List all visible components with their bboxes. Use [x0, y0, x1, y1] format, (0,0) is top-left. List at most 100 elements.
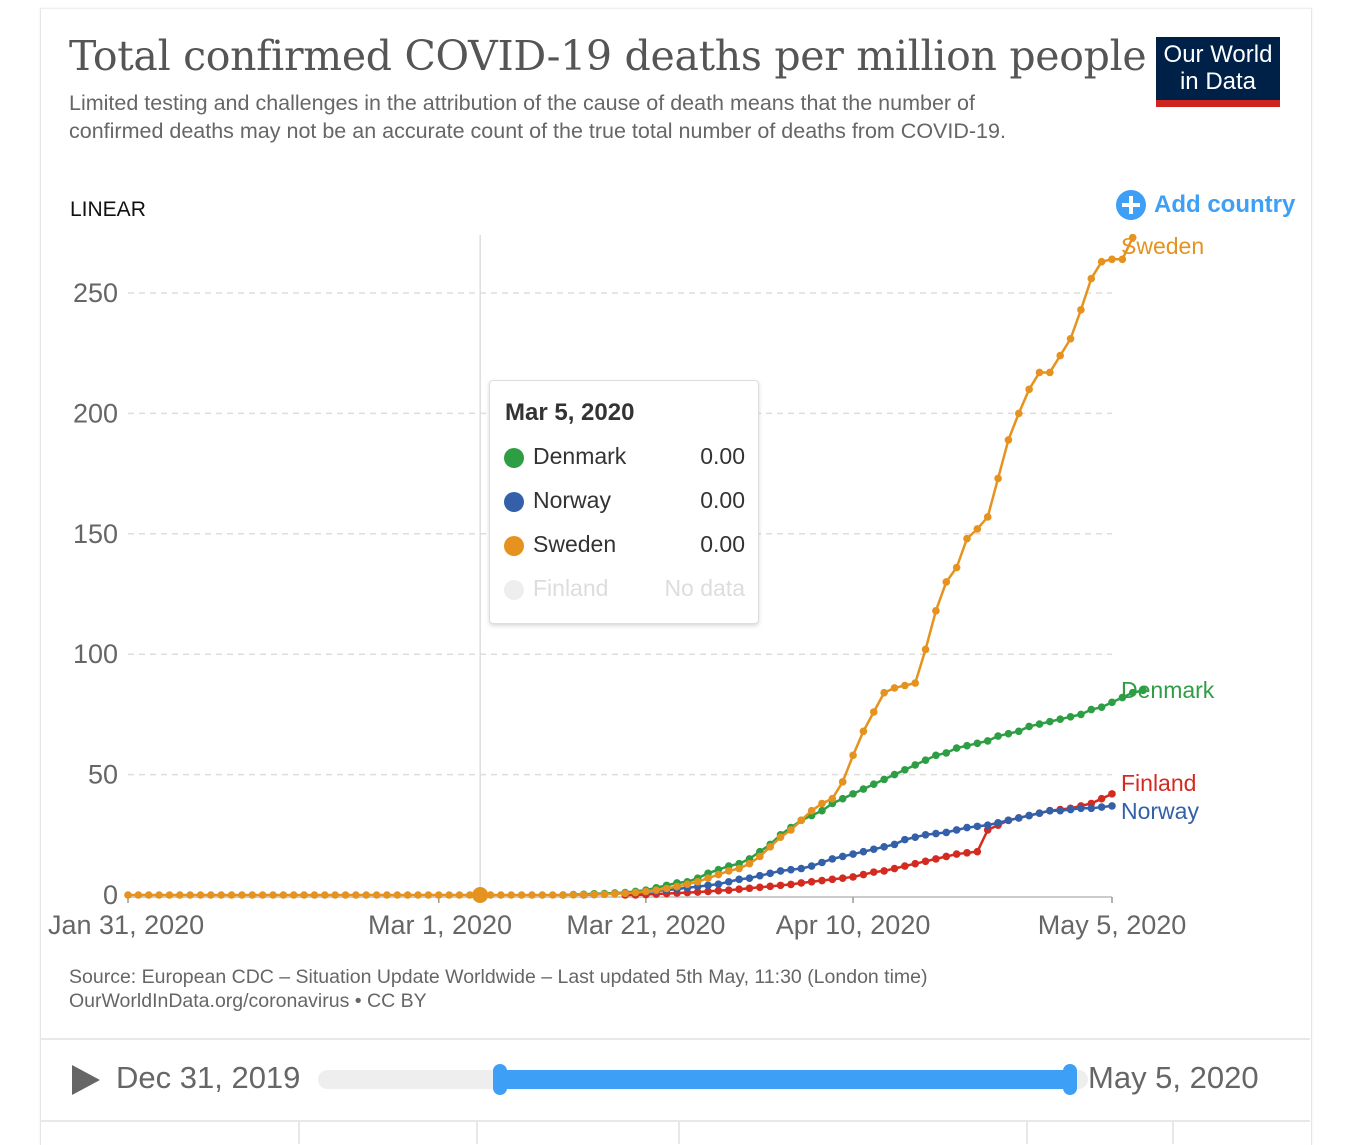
- data-point: [963, 849, 971, 857]
- data-point: [693, 877, 702, 886]
- data-point: [818, 876, 826, 885]
- data-point: [724, 867, 733, 875]
- tab-divider: [1026, 1120, 1028, 1144]
- add-country-label: Add country: [1154, 191, 1296, 218]
- data-point: [973, 739, 982, 748]
- data-point: [362, 891, 371, 899]
- data-point: [1097, 794, 1106, 803]
- data-point: [455, 891, 464, 899]
- data-point: [797, 879, 806, 887]
- plus-circle-icon: [1116, 190, 1146, 220]
- data-point: [383, 891, 391, 899]
- data-point: [196, 891, 205, 899]
- data-point: [818, 799, 826, 808]
- data-point: [1056, 806, 1065, 815]
- data-point: [963, 534, 971, 543]
- data-point: [1025, 811, 1033, 820]
- series-norway: [579, 802, 1116, 899]
- data-point: [849, 873, 857, 881]
- data-point: [859, 727, 868, 736]
- data-point: [828, 794, 837, 803]
- add-country-button[interactable]: Add country: [1116, 190, 1295, 220]
- data-point: [724, 886, 733, 894]
- series-line-norway: [583, 804, 1113, 897]
- data-point: [155, 891, 163, 899]
- data-point: [973, 525, 982, 533]
- x-tick-label: May 5, 2020: [1038, 910, 1187, 940]
- data-point: [310, 891, 319, 899]
- data-point: [745, 874, 754, 882]
- series-sweden: [124, 233, 1137, 899]
- play-icon[interactable]: [72, 1065, 100, 1095]
- data-point: [994, 818, 1002, 827]
- data-point: [735, 875, 743, 884]
- data-point: [1128, 688, 1137, 697]
- x-tick-label: Apr 10, 2020: [776, 910, 931, 940]
- data-point: [1035, 368, 1044, 377]
- data-point: [1118, 693, 1127, 702]
- data-point: [693, 888, 702, 896]
- data-point: [859, 847, 868, 856]
- data-point: [1097, 803, 1106, 811]
- data-point: [165, 891, 174, 899]
- data-point: [932, 829, 940, 838]
- tooltip-row-denmark: Denmark 0.00: [504, 443, 745, 473]
- tab-divider: [1172, 1120, 1174, 1144]
- timeline-end-handle[interactable]: [1063, 1064, 1077, 1095]
- data-point: [321, 891, 329, 899]
- data-point: [1066, 805, 1075, 814]
- chart-subtitle: Limited testing and challenges in the at…: [69, 91, 1006, 143]
- data-point: [548, 891, 557, 899]
- timeline-selected-range[interactable]: [500, 1070, 1070, 1089]
- timeline-slider: Dec 31, 2019 May 5, 2020: [40, 1038, 1310, 1122]
- data-point: [507, 891, 516, 899]
- data-point: [1014, 727, 1023, 736]
- timeline-start-handle[interactable]: [493, 1064, 507, 1095]
- data-point: [1087, 274, 1096, 283]
- hover-point: [472, 887, 489, 903]
- data-point: [890, 770, 899, 779]
- owid-logo[interactable]: Our World in Data: [1156, 37, 1280, 107]
- data-point: [890, 864, 899, 873]
- timeline-end-label: May 5, 2020: [1088, 1060, 1259, 1095]
- data-point: [414, 891, 422, 899]
- data-point: [1035, 809, 1044, 817]
- data-point: [869, 845, 878, 854]
- license-link[interactable]: OurWorldInData.org/coronavirus • CC BY: [69, 990, 427, 1012]
- x-tick-label: Mar 1, 2020: [368, 910, 512, 940]
- data-point: [579, 890, 588, 899]
- data-point: [227, 891, 236, 899]
- data-point: [528, 891, 536, 899]
- data-point: [983, 737, 992, 745]
- data-point: [745, 884, 754, 893]
- data-point: [766, 843, 774, 851]
- data-point: [932, 751, 940, 760]
- data-point: [662, 884, 671, 893]
- data-point: [890, 840, 899, 849]
- data-point: [1035, 720, 1044, 728]
- data-point: [921, 645, 930, 654]
- scale-toggle-linear[interactable]: LINEAR: [70, 198, 146, 221]
- data-point: [776, 881, 785, 890]
- data-point: [983, 513, 992, 521]
- tooltip-row-norway: Norway 0.00: [504, 487, 745, 517]
- data-point: [1087, 705, 1096, 714]
- tab-divider: [678, 1120, 680, 1144]
- data-point: [880, 867, 888, 875]
- data-point: [300, 891, 308, 899]
- data-point: [559, 891, 567, 899]
- data-point: [880, 688, 888, 697]
- data-point: [942, 828, 951, 837]
- data-point: [838, 794, 847, 803]
- data-point: [932, 607, 940, 615]
- data-point: [901, 835, 909, 844]
- data-point: [631, 888, 640, 897]
- data-point: [1097, 257, 1106, 266]
- data-point: [1108, 255, 1116, 264]
- denmark-dot-icon: [504, 448, 524, 468]
- data-point: [1056, 351, 1065, 360]
- data-point: [331, 891, 339, 899]
- data-point: [1046, 368, 1054, 377]
- series-denmark: [559, 686, 1147, 899]
